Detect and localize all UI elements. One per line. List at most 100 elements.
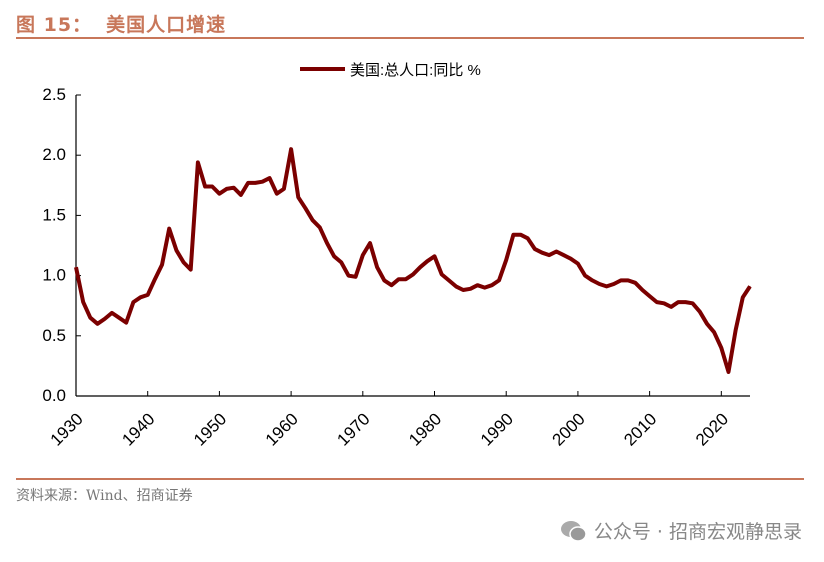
data-point	[261, 181, 263, 183]
legend: 美国:总人口:同比 %	[300, 62, 481, 79]
data-point	[104, 318, 106, 320]
data-point	[577, 263, 579, 265]
legend-label: 美国:总人口:同比 %	[350, 62, 481, 79]
data-point	[89, 317, 91, 319]
x-tick-label: 2010	[620, 409, 660, 449]
data-point	[218, 193, 220, 195]
data-point	[620, 279, 622, 281]
data-point	[534, 248, 536, 250]
data-point	[477, 284, 479, 286]
data-point	[749, 285, 751, 287]
data-point	[383, 279, 385, 281]
data-point	[613, 283, 615, 285]
x-tick-label: 1940	[118, 409, 158, 449]
data-point	[742, 296, 744, 298]
y-tick-label: 2.5	[42, 85, 66, 104]
y-tick-label: 0.5	[42, 326, 66, 345]
data-point	[692, 302, 694, 304]
data-point	[598, 283, 600, 285]
data-point	[699, 311, 701, 313]
data-point	[211, 186, 213, 188]
x-tick-label: 1990	[477, 409, 517, 449]
data-point	[563, 254, 565, 256]
data-point	[276, 193, 278, 195]
y-tick-label: 1.0	[42, 266, 66, 285]
data-point	[398, 278, 400, 280]
data-point	[670, 306, 672, 308]
y-tick-label: 1.5	[42, 205, 66, 224]
data-point	[111, 312, 113, 314]
data-point	[326, 242, 328, 244]
data-point	[362, 254, 364, 256]
data-point	[118, 317, 120, 319]
y-tick-label: 0.0	[42, 386, 66, 405]
data-point	[727, 371, 729, 373]
data-point	[735, 329, 737, 331]
data-point	[627, 279, 629, 281]
series-line	[74, 147, 752, 374]
y-tick-label: 2.0	[42, 145, 66, 164]
data-point	[319, 226, 321, 228]
data-point	[125, 322, 127, 324]
data-point	[426, 260, 428, 262]
data-point	[161, 264, 163, 266]
data-point	[491, 284, 493, 286]
data-point	[405, 278, 407, 280]
x-tick-label: 2020	[692, 409, 732, 449]
data-point	[82, 301, 84, 303]
data-point	[304, 207, 306, 209]
data-point	[505, 259, 507, 261]
chart: 美国:总人口:同比 % 0.0 0.5 1.0 1.5 2.0 2.5 1930 1940 19…	[42, 62, 752, 450]
data-point	[663, 302, 665, 304]
data-point	[512, 234, 514, 236]
data-point	[75, 266, 77, 268]
watermark-text: 公众号 · 招商宏观静思录	[593, 521, 802, 543]
data-point	[419, 266, 421, 268]
data-point	[527, 237, 529, 239]
x-tick-label: 1970	[333, 409, 373, 449]
data-point	[297, 196, 299, 198]
data-point	[570, 258, 572, 260]
x-tick-label: 1980	[405, 409, 445, 449]
x-tick-label: 1950	[190, 409, 230, 449]
data-point	[606, 285, 608, 287]
data-point	[684, 301, 686, 303]
data-point	[147, 294, 149, 296]
data-point	[355, 276, 357, 278]
data-point	[197, 161, 199, 163]
figure-title-text: 美国人口增速	[106, 14, 227, 36]
data-point	[441, 273, 443, 275]
source-note: 资料来源：Wind、招商证券	[16, 488, 193, 504]
data-point	[254, 182, 256, 184]
data-point	[591, 279, 593, 281]
data-point	[240, 194, 242, 196]
data-point	[641, 289, 643, 291]
data-point	[204, 186, 206, 188]
data-point	[520, 234, 522, 236]
data-point	[333, 255, 335, 257]
data-point	[247, 182, 249, 184]
data-point	[290, 148, 292, 150]
data-point	[584, 275, 586, 277]
data-point	[226, 188, 228, 190]
data-point	[448, 279, 450, 281]
data-point	[484, 287, 486, 289]
data-point	[548, 254, 550, 256]
data-point	[175, 249, 177, 251]
data-point	[462, 289, 464, 291]
data-point	[634, 282, 636, 284]
figure-title: 图 15： 美国人口增速	[16, 10, 240, 37]
x-tick-label: 1930	[47, 409, 87, 449]
data-point	[713, 331, 715, 333]
data-point	[140, 296, 142, 298]
data-point	[455, 285, 457, 287]
data-point	[555, 251, 557, 253]
data-point	[412, 273, 414, 275]
data-point	[677, 301, 679, 303]
header-divider	[16, 37, 804, 39]
data-point	[312, 219, 314, 221]
data-point	[154, 278, 156, 280]
data-point	[390, 284, 392, 286]
data-point	[469, 288, 471, 290]
data-point	[434, 255, 436, 257]
